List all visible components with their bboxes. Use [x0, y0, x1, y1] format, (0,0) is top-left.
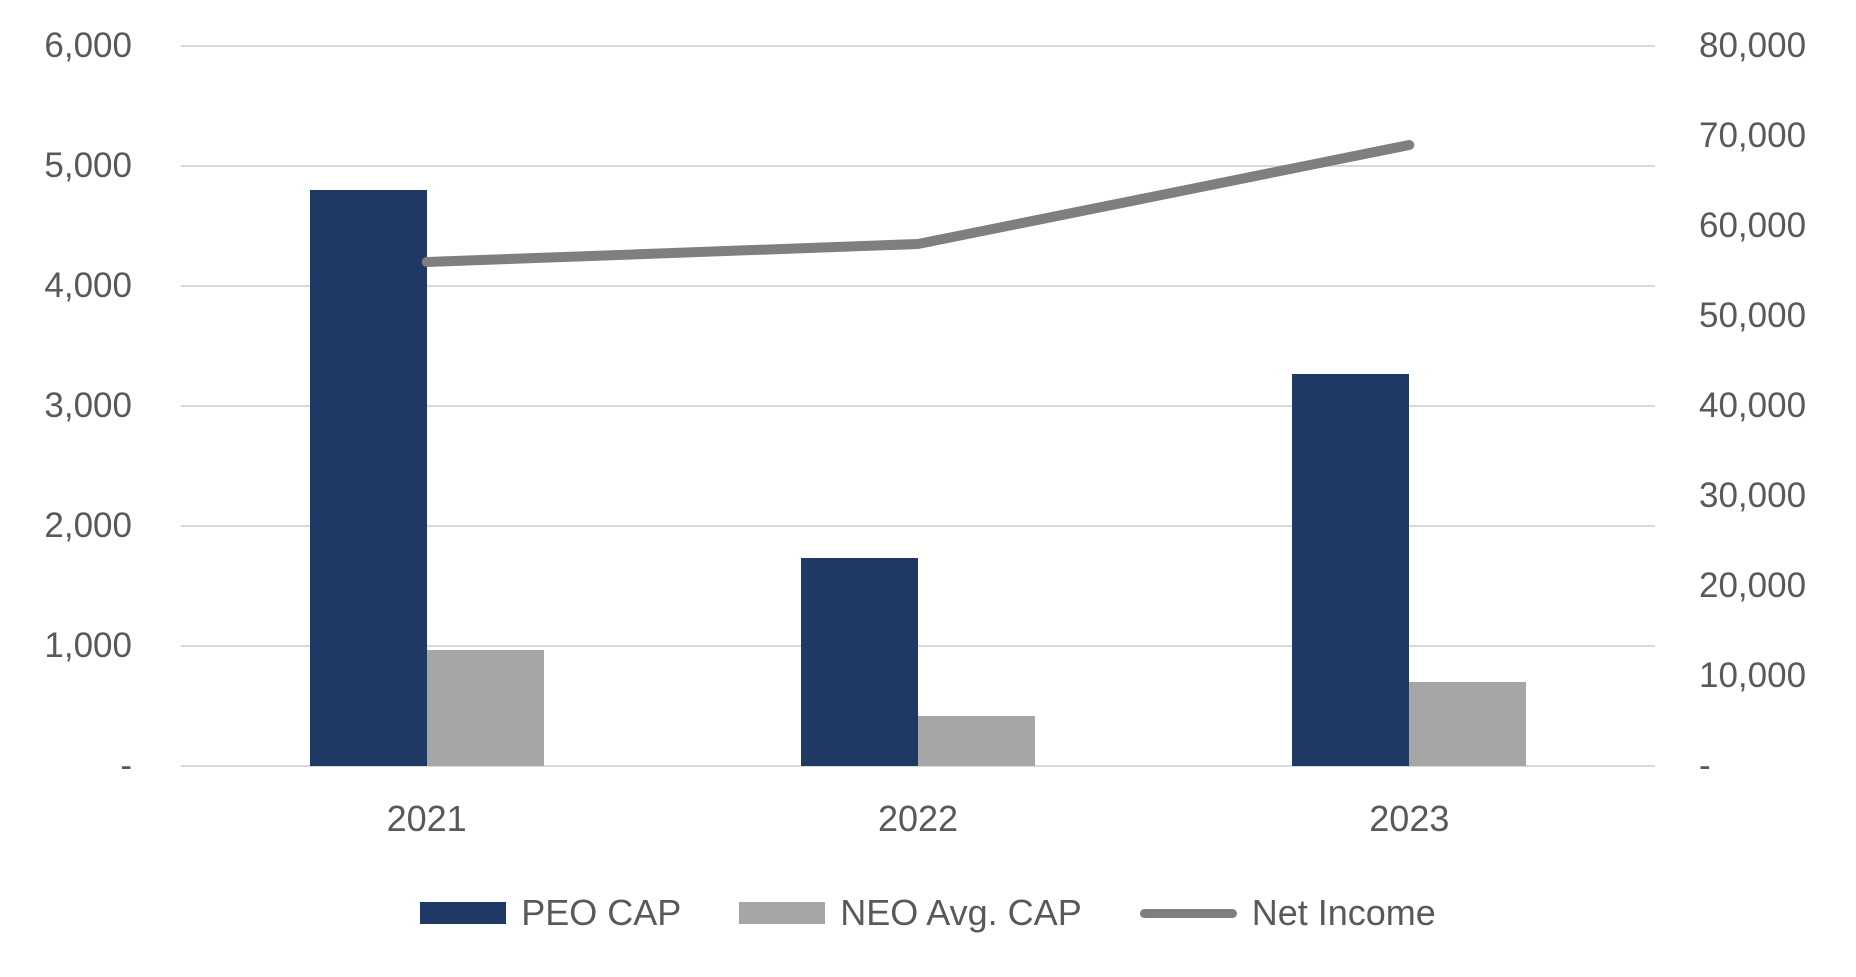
legend-entry-neo-avg-cap: NEO Avg. CAP [739, 892, 1082, 933]
legend: PEO CAP NEO Avg. CAP Net Income [0, 885, 1856, 941]
left-axis-tick-label: - [120, 746, 132, 785]
legend-label: Net Income [1251, 892, 1436, 933]
right-axis-tick-label: 40,000 [1699, 386, 1807, 425]
bar-neo-avg-cap-2023 [1409, 682, 1527, 766]
legend-bar-swatch-icon [420, 902, 507, 924]
left-axis-tick-label: 3,000 [44, 386, 132, 425]
legend-entry-peo-cap: PEO CAP [420, 893, 681, 933]
gridline [181, 645, 1655, 647]
gridline [181, 285, 1655, 287]
right-axis-tick-label: - [1699, 746, 1711, 785]
right-axis-tick-label: 70,000 [1699, 116, 1807, 155]
gridline [181, 45, 1655, 47]
right-axis-tick-label: 30,000 [1699, 476, 1807, 515]
left-axis-tick-label: 6,000 [44, 26, 132, 65]
left-axis-tick-label: 1,000 [44, 626, 132, 665]
gridline [181, 405, 1655, 407]
right-axis-tick-label: 50,000 [1699, 296, 1807, 335]
right-axis-tick-label: 10,000 [1699, 656, 1807, 695]
right-axis-tick-label: 60,000 [1699, 206, 1807, 245]
axis-baseline [181, 765, 1655, 767]
left-axis-tick-label: 4,000 [44, 266, 132, 305]
gridline [181, 165, 1655, 167]
x-axis-label-2021: 2021 [386, 798, 467, 839]
left-axis-tick-label: 2,000 [44, 506, 132, 545]
line-net-income [421, 140, 1415, 267]
legend-bar-swatch-icon [739, 902, 826, 924]
bar-neo-avg-cap-2021 [426, 649, 544, 766]
legend-line-swatch-icon [1139, 908, 1237, 918]
x-axis-label-2023: 2023 [1369, 798, 1450, 839]
bar-peo-cap-2023 [1292, 373, 1410, 766]
legend-entry-net-income: Net Income [1139, 892, 1436, 933]
bar-peo-cap-2021 [309, 190, 427, 766]
bar-neo-avg-cap-2022 [918, 715, 1035, 766]
x-axis-label-2022: 2022 [877, 798, 959, 839]
gridline [181, 525, 1655, 527]
bar-peo-cap-2022 [801, 558, 918, 766]
legend-label: PEO CAP [521, 892, 682, 933]
right-axis-tick-label: 20,000 [1699, 566, 1807, 605]
left-axis-tick-label: 5,000 [44, 146, 132, 185]
right-axis-tick-label: 80,000 [1699, 26, 1807, 65]
legend-label: NEO Avg. CAP [840, 892, 1082, 933]
